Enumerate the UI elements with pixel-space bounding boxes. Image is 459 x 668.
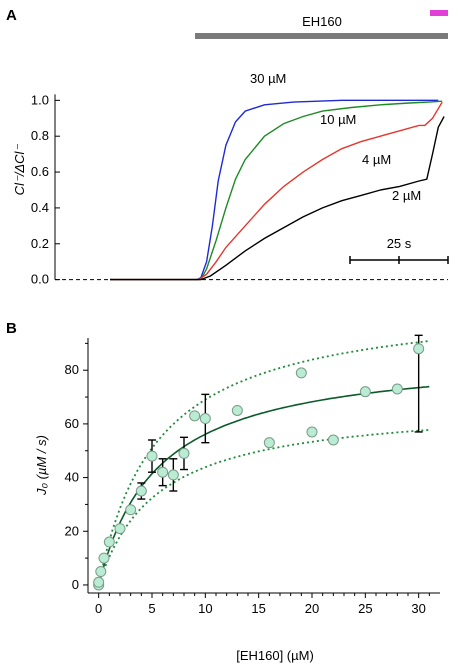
panel-b-y-tick-label: 80	[65, 362, 79, 377]
panel-a-y-tick-label: 0.2	[31, 236, 49, 251]
data-point	[199, 413, 211, 425]
panel-a-series-labels: 30 µM 10 µM 4 µM 2 µM	[250, 71, 421, 203]
panel-a-traces	[110, 99, 445, 281]
trace-2m	[110, 116, 445, 281]
series-label: 10 µM	[320, 112, 356, 127]
data-point	[231, 404, 243, 416]
drug-application-bar	[195, 33, 448, 39]
series-label: 30 µM	[250, 71, 286, 86]
panel-b-y-tick-label: 40	[65, 470, 79, 485]
panel-a-y-axis: 0.0 0.2 0.4 0.6 0.8 1.0	[31, 92, 60, 287]
drug-marker-bar	[430, 10, 448, 16]
data-point	[295, 367, 307, 379]
panel-a-y-tick-label: 0.6	[31, 164, 49, 179]
data-point	[114, 523, 126, 535]
data-point	[178, 447, 190, 459]
data-point	[327, 434, 339, 446]
panel-b-x-tick-label: 0	[95, 601, 102, 616]
upper-confidence-bound	[97, 340, 430, 586]
panel-b-x-axis-label: [EH160] (µM)	[236, 648, 314, 663]
lower-confidence-bound	[97, 429, 430, 586]
panel-b-x-tick-label: 25	[358, 601, 372, 616]
data-point	[413, 343, 425, 355]
panel-b-x-tick-label: 20	[305, 601, 319, 616]
data-point	[103, 536, 115, 548]
michaelis-menten-fit	[97, 385, 430, 586]
series-label: 4 µM	[362, 152, 391, 167]
trace-10m	[110, 100, 443, 281]
panel-b-x-tick-label: 15	[251, 601, 265, 616]
data-point	[95, 566, 107, 578]
panel-b-fit-curves	[97, 340, 430, 586]
data-point	[146, 450, 158, 462]
data-point	[359, 386, 371, 398]
panel-a-y-tick-label: 0.0	[31, 272, 49, 287]
panel-b-y-tick-label: 0	[72, 577, 79, 592]
time-scale-bar	[349, 256, 449, 264]
panel-label-b: B	[6, 320, 17, 337]
panel-b-x-tick-label: 30	[411, 601, 425, 616]
panel-b-data-points	[93, 343, 425, 591]
panel-b-y-tick-label: 20	[65, 523, 79, 538]
data-point	[391, 383, 403, 395]
panel-b-x-tick-label: 10	[198, 601, 212, 616]
data-point	[98, 552, 110, 564]
series-label: 2 µM	[392, 188, 421, 203]
panel-b-y-axis-label: J₀ (µM / s)	[34, 435, 49, 496]
data-point	[189, 410, 201, 422]
panel-b-x-tick-label: 5	[148, 601, 155, 616]
trace-4m	[110, 101, 443, 281]
panel-label-a: A	[6, 7, 17, 24]
panel-b-error-bars	[137, 334, 423, 500]
data-point	[306, 426, 318, 438]
drug-bar-label: EH160	[302, 14, 342, 29]
panel-b-y-tick-label: 60	[65, 416, 79, 431]
trace-30m	[110, 99, 439, 281]
panel-a-y-tick-label: 0.8	[31, 128, 49, 143]
panel-a-y-axis-label: Cl⁻/ΔCl⁻	[12, 144, 27, 196]
scale-bar-label: 25 s	[387, 236, 412, 251]
panel-a-y-tick-label: 1.0	[31, 92, 49, 107]
data-point	[93, 576, 105, 588]
data-point	[167, 469, 179, 481]
data-point	[135, 485, 147, 497]
panel-a-y-tick-label: 0.4	[31, 200, 49, 215]
data-point	[157, 466, 169, 478]
data-point	[125, 504, 137, 516]
panel-b-axes: 0 20 40 60 80 0 5 10 15 20 25 30	[65, 338, 440, 616]
data-point	[263, 437, 275, 449]
